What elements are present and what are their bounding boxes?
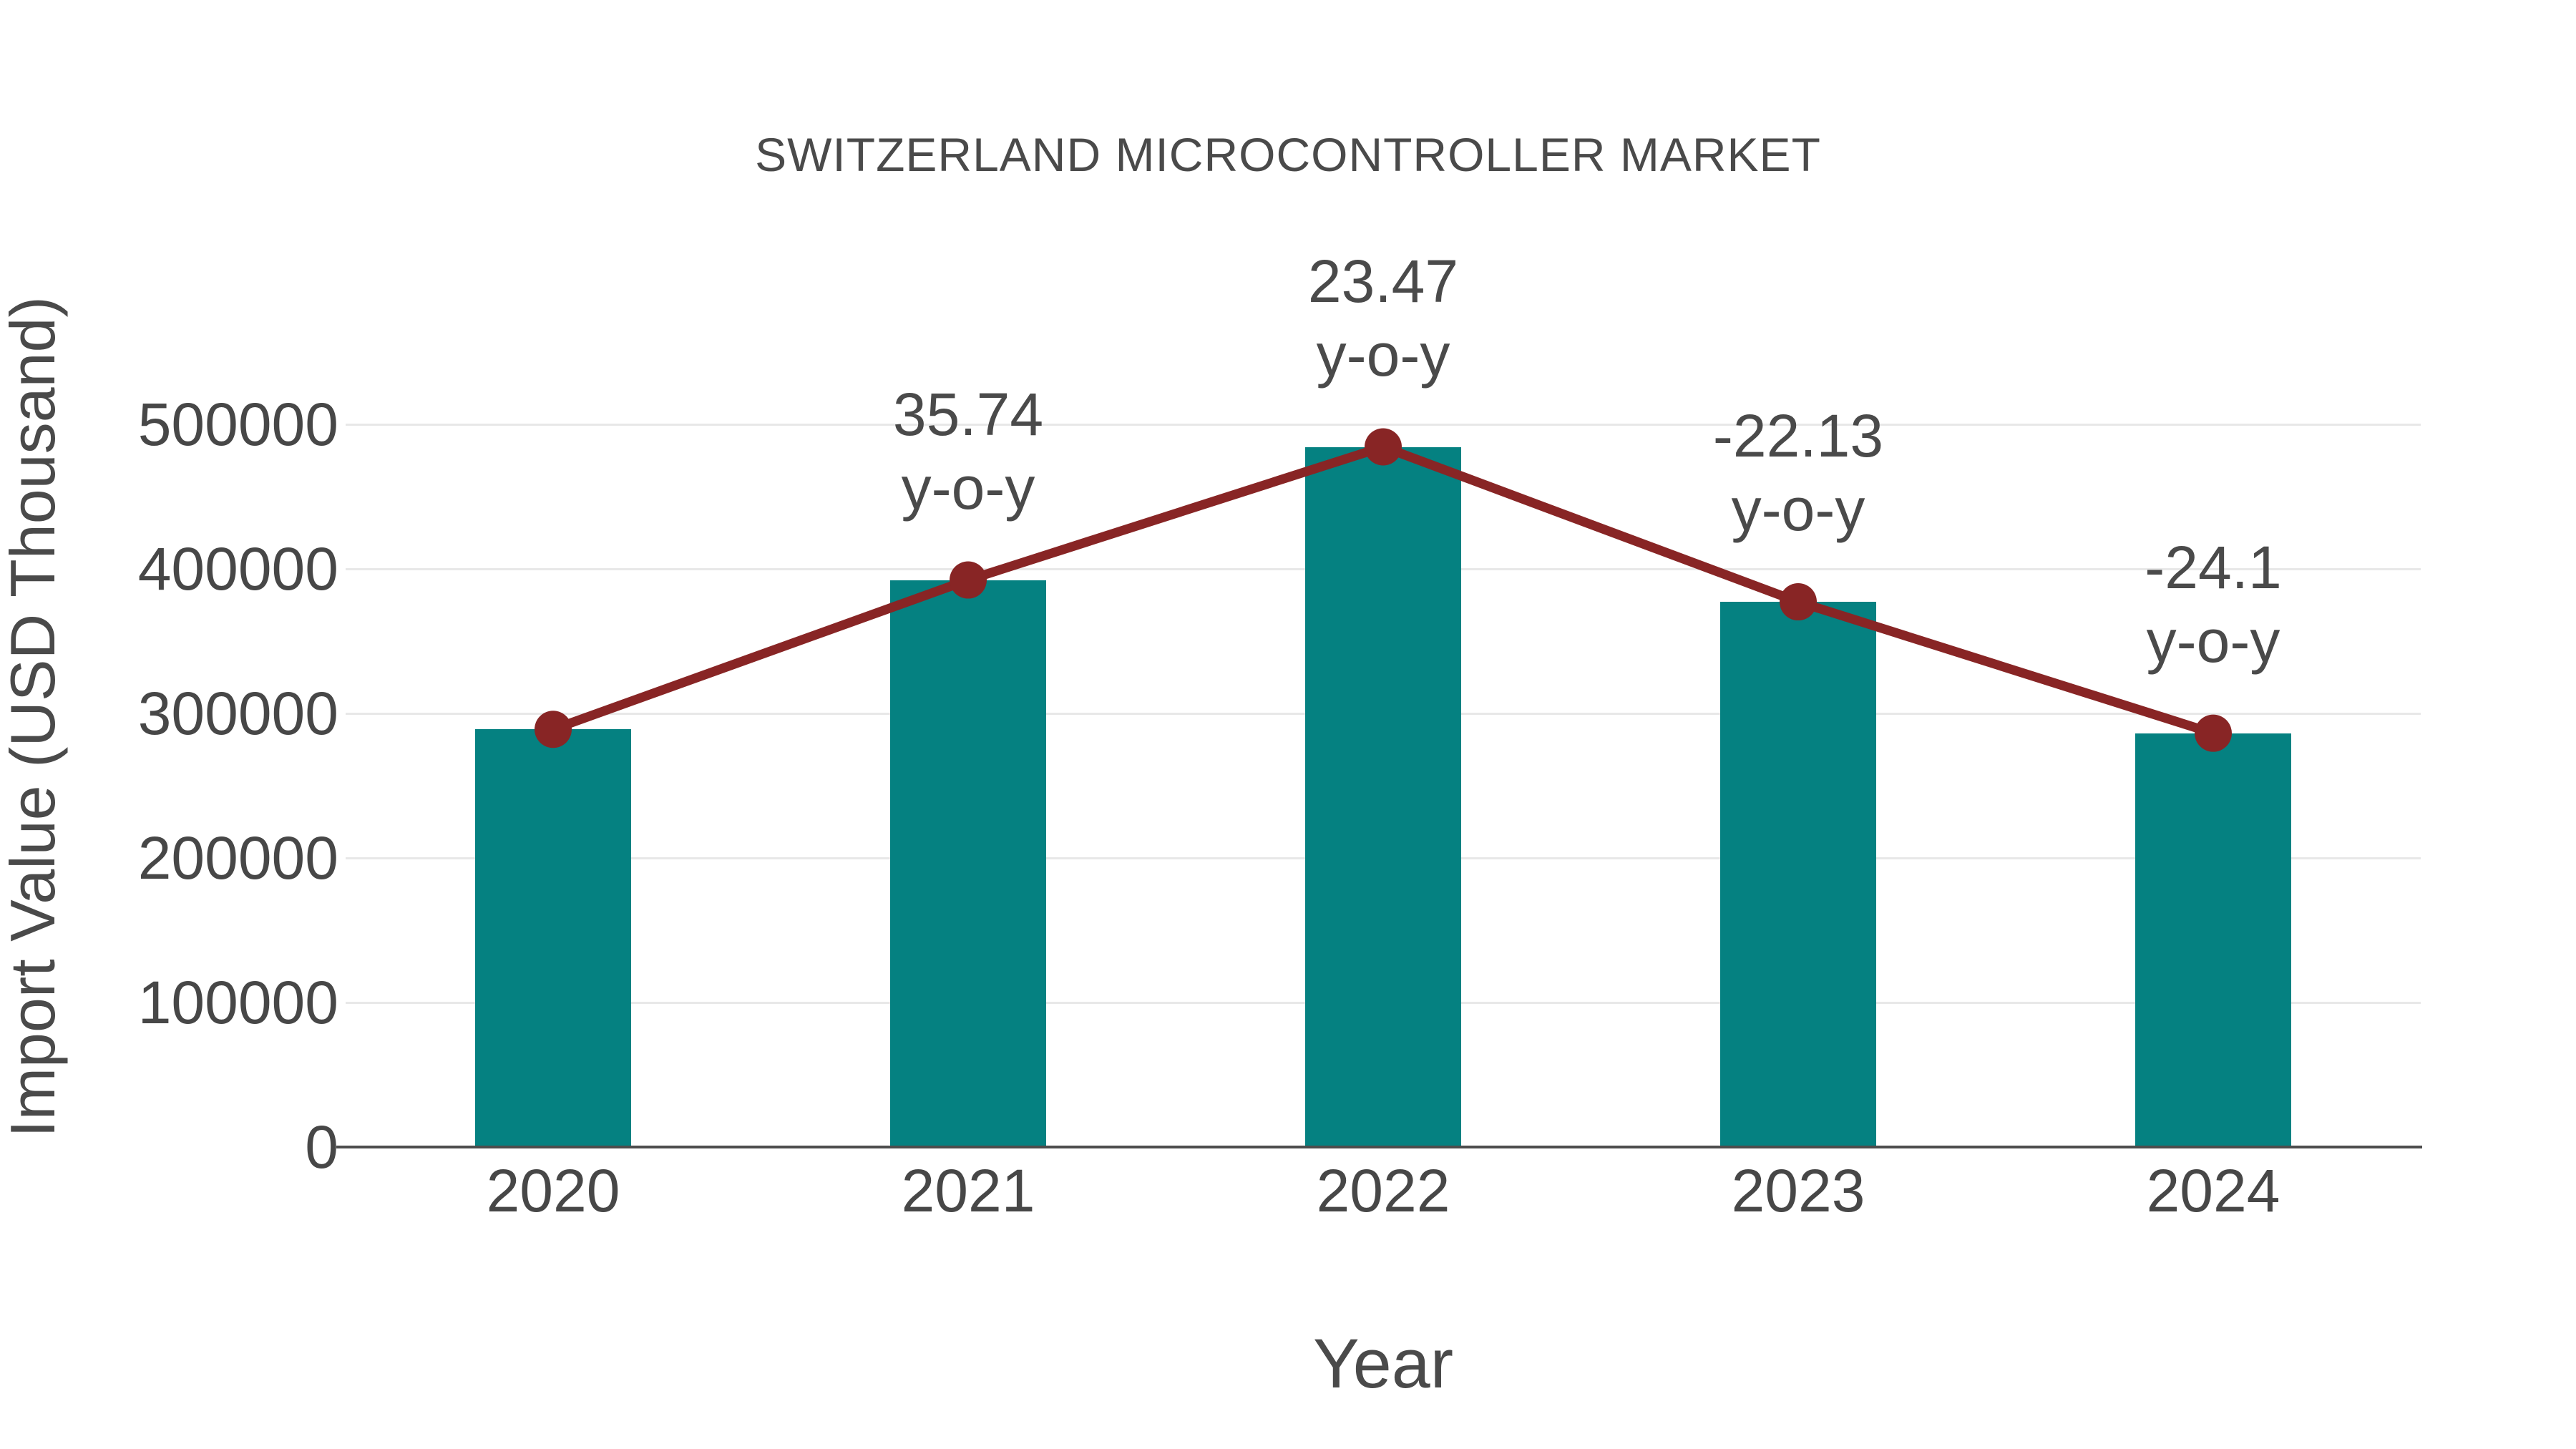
y-tick-label-500000: 500000 [137, 391, 338, 458]
line-marker-2021[interactable] [950, 561, 987, 599]
chart-title: SWITZERLAND MICROCONTROLLER MARKET [755, 128, 1821, 181]
bar-2023[interactable] [1720, 602, 1876, 1147]
y-tick-label-100000: 100000 [137, 969, 338, 1036]
x-axis-line [336, 1146, 2422, 1148]
yoy-value-label-2021: 35.74 [892, 380, 1044, 448]
bar-2020[interactable] [475, 729, 631, 1147]
yoy-value-label-2024: -24.1 [2145, 533, 2282, 601]
yoy-value-label-2022: 23.47 [1307, 247, 1459, 315]
gridline-500000 [346, 423, 2421, 426]
yoy-value-label-2023: -22.13 [1712, 402, 1884, 470]
line-marker-2024[interactable] [2195, 714, 2232, 752]
line-marker-2023[interactable] [1780, 583, 1817, 621]
yoy-suffix-label-2024: y-o-y [2146, 607, 2280, 675]
x-tick-label-2021: 2021 [901, 1157, 1035, 1224]
x-tick-label-2023: 2023 [1731, 1157, 1865, 1224]
x-tick-label-2022: 2022 [1316, 1157, 1450, 1224]
bar-2024[interactable] [2135, 733, 2291, 1147]
yoy-suffix-label-2023: y-o-y [1731, 476, 1865, 544]
line-marker-2022[interactable] [1365, 428, 1402, 466]
x-tick-label-2020: 2020 [486, 1157, 620, 1224]
x-axis-title: Year [1313, 1324, 1453, 1402]
yoy-suffix-label-2022: y-o-y [1316, 321, 1450, 389]
x-tick-label-2024: 2024 [2146, 1157, 2280, 1224]
bar-2022[interactable] [1305, 447, 1461, 1147]
y-tick-label-200000: 200000 [137, 824, 338, 892]
yoy-suffix-label-2021: y-o-y [901, 454, 1035, 522]
bar-2021[interactable] [890, 580, 1046, 1147]
line-marker-2020[interactable] [535, 711, 572, 748]
y-tick-label-0: 0 [305, 1113, 338, 1181]
y-tick-label-300000: 300000 [137, 680, 338, 747]
y-tick-label-400000: 400000 [137, 535, 338, 602]
